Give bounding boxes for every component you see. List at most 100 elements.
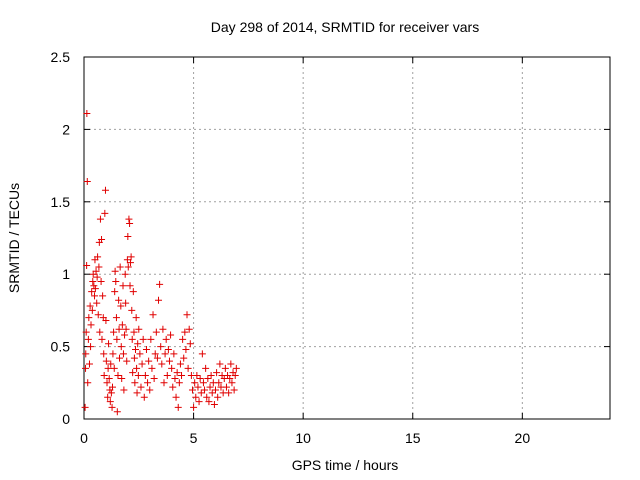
data-point	[156, 280, 164, 288]
data-point	[88, 306, 96, 314]
data-point	[85, 314, 93, 322]
data-point	[107, 389, 115, 397]
data-point	[155, 296, 163, 304]
axis-ticks: 0 5 10 15 20 0 0.5 1 1.5 2 2.5	[51, 49, 610, 446]
data-point	[122, 325, 130, 333]
data-point	[147, 335, 155, 343]
data-point	[208, 389, 216, 397]
data-point	[95, 263, 103, 271]
data-point	[121, 270, 129, 278]
data-point	[167, 331, 175, 339]
x-tick-label: 10	[295, 430, 311, 446]
data-point	[116, 354, 124, 362]
data-point	[118, 374, 126, 382]
data-point	[110, 364, 118, 372]
data-points	[81, 109, 240, 416]
data-point	[96, 328, 104, 336]
data-point	[213, 369, 221, 377]
data-point	[127, 253, 135, 261]
data-point	[146, 386, 154, 394]
data-point	[106, 398, 114, 406]
data-point	[184, 364, 192, 372]
data-point	[98, 235, 106, 243]
data-point	[126, 220, 134, 228]
data-point	[172, 393, 180, 401]
data-point	[165, 357, 173, 365]
data-point	[116, 263, 124, 271]
data-point	[226, 374, 234, 382]
data-point	[81, 403, 89, 411]
data-point	[115, 325, 123, 333]
data-point	[85, 360, 93, 368]
data-point	[198, 350, 206, 358]
data-point	[149, 311, 157, 319]
data-point	[159, 325, 167, 333]
data-point	[185, 325, 193, 333]
data-point	[221, 364, 229, 372]
data-point	[87, 343, 95, 351]
data-point	[114, 372, 122, 380]
x-tick-label: 5	[190, 430, 198, 446]
data-point	[222, 383, 230, 391]
data-point	[121, 331, 129, 339]
data-point	[91, 285, 99, 293]
data-point	[128, 335, 136, 343]
data-point	[91, 292, 99, 300]
data-point	[86, 302, 94, 310]
data-point	[105, 374, 113, 382]
data-point	[170, 350, 178, 358]
data-point	[230, 386, 238, 394]
data-point	[104, 393, 112, 401]
data-point	[124, 263, 132, 271]
data-point	[123, 256, 131, 264]
data-point	[102, 357, 110, 365]
data-point	[168, 364, 176, 372]
grid	[84, 57, 610, 419]
data-point	[203, 393, 211, 401]
data-point	[110, 328, 118, 336]
data-point	[162, 335, 170, 343]
data-point	[83, 109, 91, 117]
data-point	[82, 328, 90, 336]
data-point	[99, 292, 107, 300]
data-point	[98, 335, 106, 343]
data-point	[100, 350, 108, 358]
data-point	[134, 372, 142, 380]
data-point	[199, 379, 207, 387]
data-point	[126, 259, 134, 267]
data-point	[90, 282, 98, 290]
data-point	[130, 354, 138, 362]
data-point	[157, 343, 165, 351]
data-point	[231, 372, 239, 380]
data-point	[111, 288, 119, 296]
data-point	[214, 393, 222, 401]
data-point	[171, 374, 179, 382]
data-point	[126, 282, 134, 290]
data-point	[93, 299, 101, 307]
data-point	[83, 178, 91, 186]
data-point	[206, 383, 214, 391]
data-point	[129, 369, 137, 377]
data-point	[164, 345, 172, 353]
data-point	[123, 357, 131, 365]
data-point	[212, 386, 219, 394]
data-point	[101, 209, 109, 217]
data-point	[160, 379, 168, 387]
data-point	[181, 328, 189, 336]
x-axis-label: GPS time / hours	[292, 457, 399, 473]
data-point	[129, 288, 137, 296]
data-point	[132, 345, 140, 353]
data-point	[120, 386, 128, 394]
data-point	[140, 393, 148, 401]
data-point	[133, 389, 141, 397]
data-point	[225, 389, 233, 397]
y-tick-label: 2	[62, 121, 70, 137]
data-point	[93, 273, 101, 281]
data-point	[197, 389, 205, 397]
data-point	[100, 372, 108, 380]
data-point	[163, 372, 171, 380]
data-point	[96, 215, 104, 223]
data-point	[145, 357, 153, 365]
data-point	[124, 233, 132, 241]
